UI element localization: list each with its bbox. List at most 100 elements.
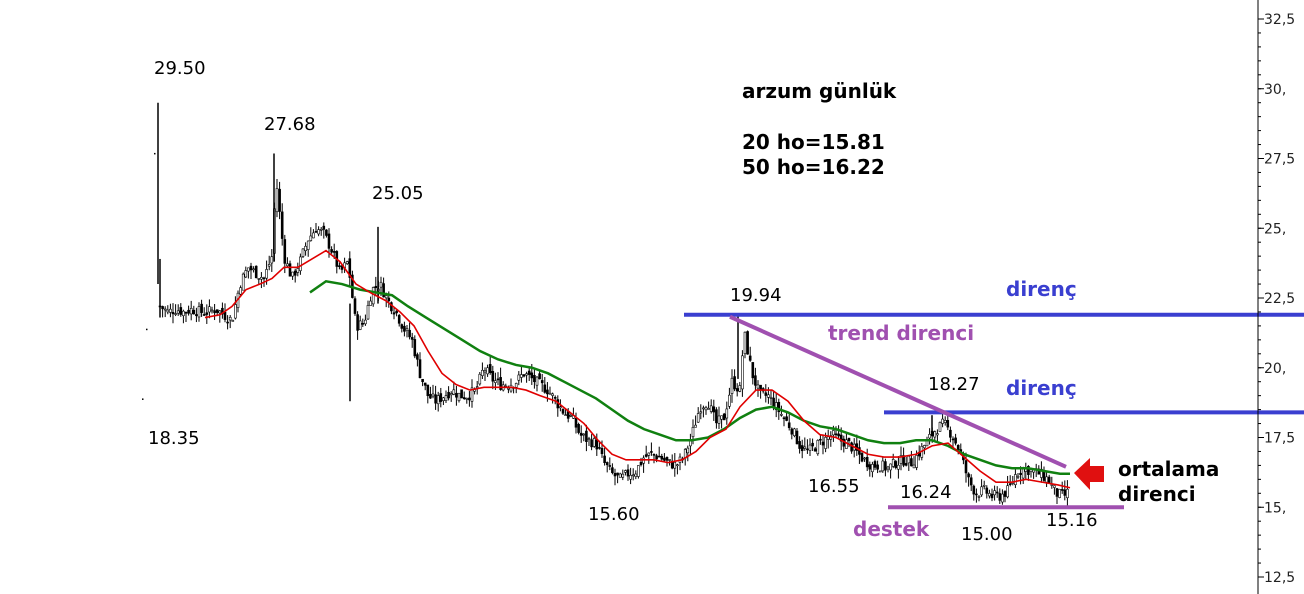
candle-body [1019,472,1022,476]
candle-body [725,408,729,419]
candle-body [702,407,705,410]
chart-info-ma50: 50 ho=16.22 [742,155,885,179]
candle-body [431,393,435,397]
candle-body [278,188,281,212]
candle-body [374,285,378,289]
candle-body [228,316,232,321]
candle-body [416,354,419,360]
candle-body [777,401,781,413]
candle-body [910,458,913,467]
price-label: 29.50 [154,58,206,79]
candle-body [192,309,196,315]
candle-body [525,373,528,376]
candle-body [988,493,991,497]
candle-body [637,465,640,477]
candle-body [213,310,216,314]
candle-body [608,465,612,467]
candle-body [426,384,430,397]
candle-body [1008,483,1012,485]
candle-body [582,433,586,436]
average-resistance-label-line2: direnci [1118,482,1196,506]
candle-body [889,463,892,471]
candle-body [891,459,895,467]
candle-body [722,413,726,421]
resistance-upper-label: direnç [1006,277,1077,301]
candle-body [530,372,534,379]
candle-body [254,265,258,279]
candle-body [283,239,287,264]
candle-body [184,311,188,314]
candle-body [202,314,206,316]
candle-body [1060,489,1064,491]
price-label: 15.16 [1046,510,1098,531]
candle-body [392,312,396,315]
candle-body [171,312,175,315]
candle-body [730,377,734,394]
candle-body [618,473,622,478]
candle-body [912,464,916,469]
candle-body [699,411,703,414]
candle-body [1058,488,1061,498]
candle-body [195,314,198,317]
candle-body [876,464,879,470]
candle-body [330,249,333,253]
candle-body [231,320,235,322]
candle-body [605,462,609,466]
candle-body [611,467,614,473]
candle-body [215,309,219,313]
price-label: 27.68 [264,114,316,135]
candle-body [507,387,510,390]
resistance-lower-label: direnç [1006,376,1077,400]
candle-body [871,464,874,473]
trend-resistance-label: trend direnci [828,321,974,345]
candle-body [361,323,365,325]
candle-body [787,422,791,429]
candle-body [314,231,318,233]
candle-body [751,362,755,379]
candle-body [764,392,768,396]
y-tick-label: 20, [1264,361,1286,377]
candle-body [704,407,708,411]
candle-body [1042,470,1046,481]
candle-body [712,406,716,413]
candle-body [327,233,331,249]
candle-body [221,307,224,315]
candle-body [873,461,877,468]
candle-body [915,454,918,468]
candle-body [421,378,424,383]
candle-body [546,389,549,395]
candle-body [621,473,625,478]
candle-body [439,393,443,402]
candle-body [296,268,300,273]
candle-body [863,457,866,460]
candle-body [161,306,164,310]
candle-body [457,392,461,401]
candle-body [754,375,757,386]
candle-body [270,256,274,264]
candle-body [475,386,479,388]
candle-body [956,445,960,450]
candle-body [514,383,518,388]
candle-body [663,457,666,461]
candle-body [780,414,783,416]
candle-body [993,490,996,496]
candle-body [733,376,736,390]
candle-body [652,454,656,456]
candle-body [691,427,695,438]
candle-body [561,409,565,414]
support-resistance-lines [684,312,1304,510]
candle-body [553,397,557,399]
candle-body [548,392,552,395]
candle-body [384,295,388,299]
candle-body [465,398,469,400]
candle-body [1016,475,1020,478]
candle-body [260,277,263,280]
candle-body [208,306,211,313]
price-label: 25.05 [372,183,424,204]
candle-body [413,339,417,357]
candle-body [468,397,471,401]
candle-body [964,460,968,474]
candle-body [395,310,398,314]
candle-body [696,413,700,423]
candle-body [613,473,617,477]
